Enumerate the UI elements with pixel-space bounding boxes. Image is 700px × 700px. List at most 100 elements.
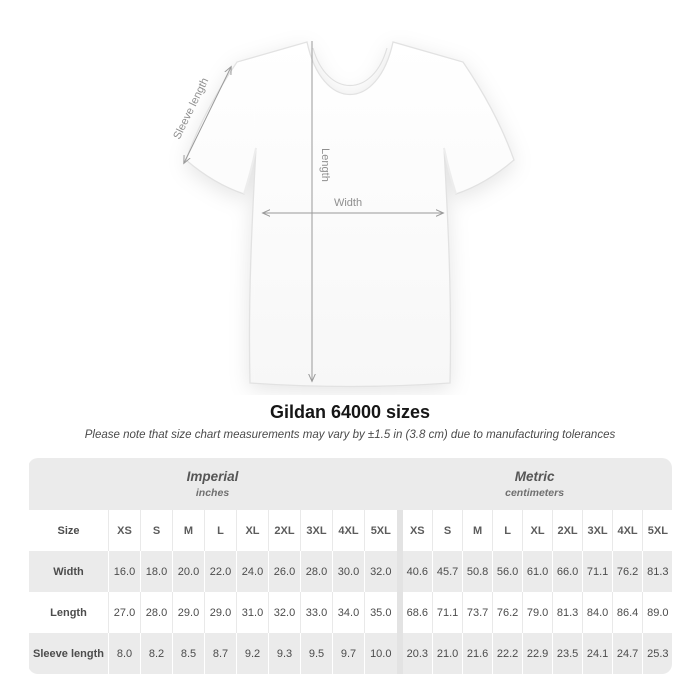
value-cell: 34.0 bbox=[332, 592, 365, 633]
size-cell: XS bbox=[108, 510, 141, 551]
value-cell: 9.3 bbox=[268, 633, 301, 674]
value-cell: 56.0 bbox=[492, 551, 523, 592]
value-cell: 31.0 bbox=[236, 592, 269, 633]
section-divider bbox=[396, 551, 403, 592]
value-cell: 81.3 bbox=[552, 592, 583, 633]
value-cell: 8.7 bbox=[204, 633, 237, 674]
value-cell: 68.6 bbox=[402, 592, 433, 633]
metric-label: Metric bbox=[514, 468, 555, 484]
shading-left bbox=[243, 147, 257, 195]
size-cell: XL bbox=[236, 510, 269, 551]
value-cell: 84.0 bbox=[582, 592, 613, 633]
value-cell: 27.0 bbox=[108, 592, 141, 633]
value-cell: 16.0 bbox=[108, 551, 141, 592]
value-cell: 28.0 bbox=[140, 592, 173, 633]
value-cell: 86.4 bbox=[612, 592, 643, 633]
page-title: Gildan 64000 sizes bbox=[269, 402, 431, 422]
size-cell: 2XL bbox=[268, 510, 301, 551]
tolerance-note: Please note that size chart measurements… bbox=[84, 429, 616, 441]
shading-right bbox=[443, 147, 457, 195]
value-cell: 9.7 bbox=[332, 633, 365, 674]
value-cell: 24.7 bbox=[612, 633, 643, 674]
value-cell: 79.0 bbox=[522, 592, 553, 633]
metric-unit: centimeters bbox=[505, 486, 565, 499]
value-cell: 22.9 bbox=[522, 633, 553, 674]
size-cell: 4XL bbox=[332, 510, 365, 551]
value-cell: 76.2 bbox=[612, 551, 643, 592]
imperial-header: Imperial inches bbox=[28, 458, 397, 510]
value-cell: 8.0 bbox=[108, 633, 141, 674]
size-table: Imperial inches Metric centimeters Size … bbox=[28, 458, 672, 674]
value-cell: 76.2 bbox=[492, 592, 523, 633]
value-cell: 40.6 bbox=[402, 551, 433, 592]
collar-line bbox=[312, 47, 388, 86]
size-cell: M bbox=[462, 510, 493, 551]
length-row-label: Length bbox=[28, 592, 109, 633]
value-cell: 10.0 bbox=[363, 633, 397, 674]
value-cell: 20.0 bbox=[172, 551, 205, 592]
width-label: Width bbox=[334, 197, 362, 209]
size-cell: L bbox=[204, 510, 237, 551]
value-cell: 21.6 bbox=[462, 633, 493, 674]
value-cell: 35.0 bbox=[363, 592, 397, 633]
value-cell: 24.0 bbox=[236, 551, 269, 592]
sleeve-length-row: Sleeve length 8.0 8.2 8.5 8.7 9.2 9.3 9.… bbox=[28, 633, 672, 674]
size-cell: 5XL bbox=[642, 510, 672, 551]
value-cell: 50.8 bbox=[462, 551, 493, 592]
size-cell: S bbox=[140, 510, 173, 551]
imperial-unit: inches bbox=[195, 486, 230, 499]
value-cell: 25.3 bbox=[642, 633, 672, 674]
value-cell: 89.0 bbox=[642, 592, 672, 633]
value-cell: 9.5 bbox=[300, 633, 333, 674]
value-cell: 30.0 bbox=[332, 551, 365, 592]
size-cell: S bbox=[432, 510, 463, 551]
size-cell: 4XL bbox=[612, 510, 643, 551]
value-cell: 32.0 bbox=[363, 551, 397, 592]
value-cell: 18.0 bbox=[140, 551, 173, 592]
value-cell: 23.5 bbox=[552, 633, 583, 674]
width-row-label: Width bbox=[28, 551, 109, 592]
value-cell: 73.7 bbox=[462, 592, 493, 633]
value-cell: 71.1 bbox=[582, 551, 613, 592]
value-cell: 21.0 bbox=[432, 633, 463, 674]
size-header-row: Size XS S M L XL 2XL 3XL 4XL 5XL XS S M … bbox=[28, 510, 672, 551]
length-row: Length 27.0 28.0 29.0 29.0 31.0 32.0 33.… bbox=[28, 592, 672, 633]
value-cell: 22.2 bbox=[492, 633, 523, 674]
value-cell: 20.3 bbox=[402, 633, 433, 674]
section-divider bbox=[396, 510, 403, 551]
value-cell: 8.5 bbox=[172, 633, 205, 674]
tshirt-outline bbox=[185, 41, 515, 388]
size-cell: 3XL bbox=[582, 510, 613, 551]
value-cell: 29.0 bbox=[204, 592, 237, 633]
section-divider bbox=[396, 592, 403, 633]
units-header-row: Imperial inches Metric centimeters bbox=[28, 458, 672, 510]
value-cell: 33.0 bbox=[300, 592, 333, 633]
value-cell: 66.0 bbox=[552, 551, 583, 592]
size-cell: XS bbox=[402, 510, 433, 551]
value-cell: 29.0 bbox=[172, 592, 205, 633]
width-arrow: Width bbox=[263, 197, 443, 213]
size-table-grid: Imperial inches Metric centimeters Size … bbox=[28, 458, 672, 674]
value-cell: 28.0 bbox=[300, 551, 333, 592]
length-label: Length bbox=[319, 148, 331, 182]
value-cell: 8.2 bbox=[140, 633, 173, 674]
value-cell: 81.3 bbox=[642, 551, 672, 592]
value-cell: 32.0 bbox=[268, 592, 301, 633]
sleeve-row-label: Sleeve length bbox=[28, 633, 109, 674]
shirt-measurement-diagram: Sleeve length Length Width bbox=[171, 41, 515, 388]
size-cell: XL bbox=[522, 510, 553, 551]
value-cell: 45.7 bbox=[432, 551, 463, 592]
metric-header: Metric centimeters bbox=[396, 458, 672, 510]
size-cell: M bbox=[172, 510, 205, 551]
tshirt-graphic: Sleeve length Length Width bbox=[171, 41, 515, 388]
value-cell: 9.2 bbox=[236, 633, 269, 674]
value-cell: 71.1 bbox=[432, 592, 463, 633]
size-cell: 3XL bbox=[300, 510, 333, 551]
size-cell: 2XL bbox=[552, 510, 583, 551]
size-row-label: Size bbox=[28, 510, 109, 551]
value-cell: 26.0 bbox=[268, 551, 301, 592]
width-row: Width 16.0 18.0 20.0 22.0 24.0 26.0 28.0… bbox=[28, 551, 672, 592]
imperial-label: Imperial bbox=[186, 468, 239, 484]
size-cell: L bbox=[492, 510, 523, 551]
